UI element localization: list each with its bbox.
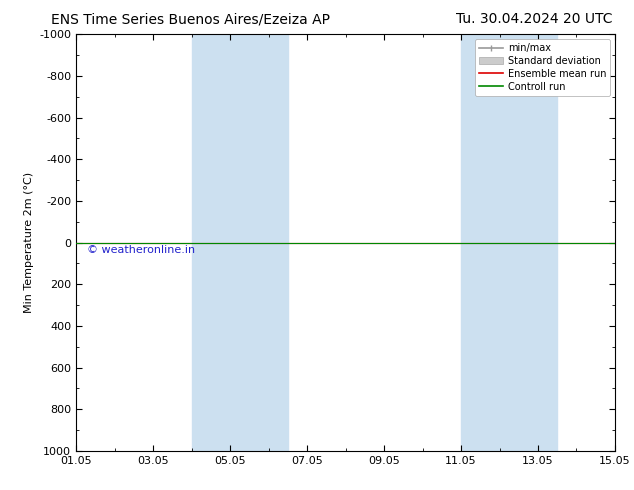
Text: © weatheronline.in: © weatheronline.in <box>87 245 195 255</box>
Bar <box>191 34 288 451</box>
Bar <box>461 34 557 451</box>
Y-axis label: Min Temperature 2m (°C): Min Temperature 2m (°C) <box>23 172 34 313</box>
Text: ENS Time Series Buenos Aires/Ezeiza AP: ENS Time Series Buenos Aires/Ezeiza AP <box>51 12 330 26</box>
Legend: min/max, Standard deviation, Ensemble mean run, Controll run: min/max, Standard deviation, Ensemble me… <box>475 39 610 96</box>
Text: Tu. 30.04.2024 20 UTC: Tu. 30.04.2024 20 UTC <box>456 12 613 26</box>
